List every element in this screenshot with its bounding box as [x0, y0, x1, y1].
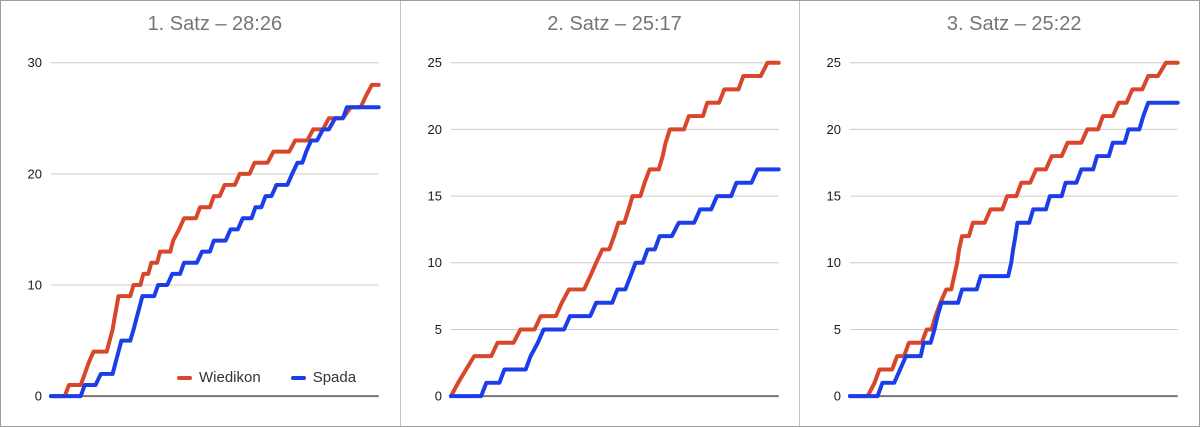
y-tick-label: 10 [427, 255, 441, 270]
1Satz-wiedikon-line [48, 82, 381, 399]
1Satz-spada-line [48, 105, 381, 399]
3Satz-spada-line [848, 100, 1181, 399]
set1-panel: 1. Satz – 28:26 0 10 20 30 Wiedikon Spada [1, 1, 400, 426]
y-tick-label: 0 [834, 389, 841, 404]
y-tick-label: 0 [434, 389, 441, 404]
y-tick-label: 20 [427, 122, 441, 137]
y-tick-label: 20 [827, 122, 841, 137]
y-tick-label: 25 [827, 55, 841, 70]
y-tick-label: 25 [427, 55, 441, 70]
legend-item-wiedikon: Wiedikon [177, 369, 261, 386]
3Satz-wiedikon-line [848, 60, 1181, 399]
set1-chart: 0 10 20 30 [28, 55, 381, 404]
y-tick-label: 5 [434, 322, 441, 337]
wiedikon-line-swatch [177, 375, 192, 380]
legend-label-wiedikon: Wiedikon [199, 369, 261, 386]
y-tick-label: 0 [35, 389, 42, 404]
spada-line-swatch [290, 375, 306, 380]
set3-title: 3. Satz – 25:22 [946, 13, 1082, 35]
y-tick-label: 20 [28, 166, 42, 181]
y-tick-label: 15 [827, 189, 841, 204]
set2-chart: 0 5 10 15 20 25 [427, 55, 781, 404]
set2-title: 2. Satz – 25:17 [547, 13, 682, 35]
legend-label-spada: Spada [312, 369, 357, 386]
y-tick-label: 15 [427, 189, 441, 204]
legend-item-spada: Spada [290, 369, 357, 386]
set2-panel: 2. Satz – 25:17 0 5 10 15 20 25 [399, 1, 800, 426]
set3-panel: 3. Satz – 25:22 0 5 10 15 20 25 [799, 1, 1199, 426]
y-tick-label: 5 [834, 322, 841, 337]
set3-chart: 0 5 10 15 20 25 [827, 55, 1181, 404]
y-tick-label: 30 [28, 55, 42, 70]
legend: Wiedikon Spada [177, 369, 356, 386]
2Satz-wiedikon-line [448, 60, 781, 399]
y-tick-label: 10 [28, 277, 42, 292]
y-tick-label: 10 [827, 255, 841, 270]
2Satz-spada-line [448, 167, 781, 399]
set1-title: 1. Satz – 28:26 [147, 13, 283, 35]
